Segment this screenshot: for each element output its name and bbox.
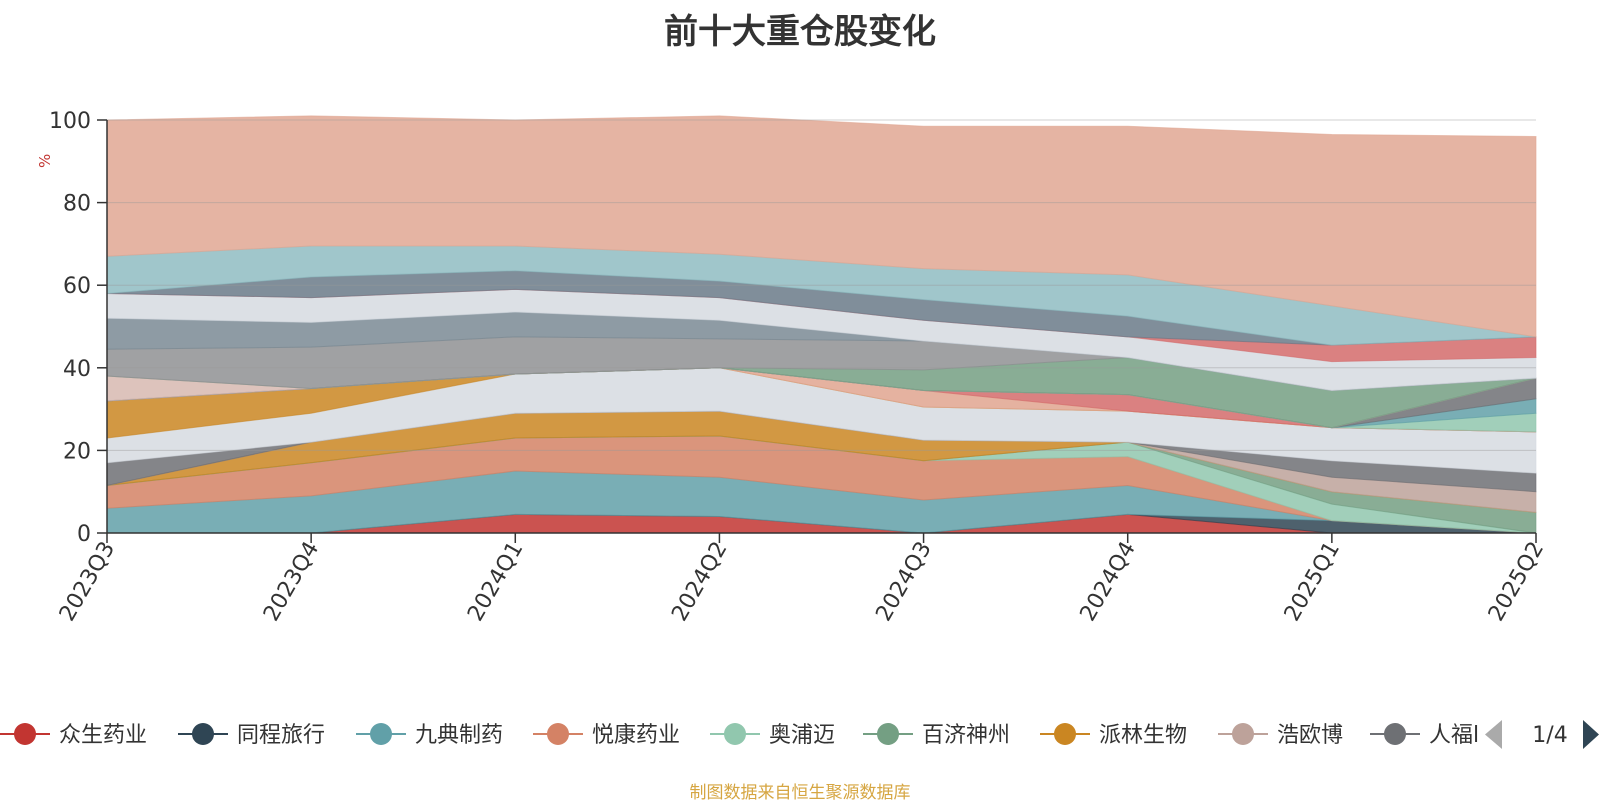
legend-prev-page-icon [1485, 720, 1502, 749]
legend-marker [192, 723, 214, 745]
legend-label: 同程旅行 [237, 723, 325, 748]
legend-item: 众生药业 [0, 723, 147, 748]
legend-marker [1054, 723, 1076, 745]
legend-marker [877, 723, 899, 745]
legend-item: 九典制药 [356, 723, 503, 748]
y-tick-label: 0 [77, 522, 91, 547]
area-series-25 [106, 115, 1537, 338]
legend-item: 奥浦迈 [710, 723, 835, 748]
chart-title: 前十大重仓股变化 [664, 12, 936, 52]
legend: 众生药业 同程旅行 九典制药 悦康药业 奥浦迈 百济神州 派林生物 浩欧博 人福l 1/4 [0, 720, 1599, 749]
legend-label: 派林生物 [1099, 723, 1187, 748]
legend-item: 悦康药业 [533, 723, 680, 748]
legend-next-page-icon [1583, 720, 1599, 749]
y-tick-label: 60 [63, 274, 91, 299]
x-tick-label: 2024Q4 [1076, 538, 1141, 626]
legend-label: 众生药业 [59, 723, 147, 748]
x-tick-label: 2024Q2 [667, 538, 732, 626]
y-tick-label: 100 [49, 109, 91, 134]
y-tick-label: 40 [63, 357, 91, 382]
legend-item: 人福l [1370, 723, 1479, 748]
legend-marker [370, 723, 392, 745]
x-tick-label: 2023Q4 [259, 538, 324, 626]
x-tick-label: 2025Q2 [1484, 538, 1549, 626]
legend-label: 浩欧博 [1277, 723, 1343, 748]
source-note: 制图数据来自恒生聚源数据库 [689, 783, 911, 803]
y-tick-label: 20 [63, 439, 91, 464]
x-tick-label: 2024Q3 [871, 538, 936, 626]
area-layer [106, 115, 1537, 534]
legend-label: 百济神州 [922, 723, 1010, 748]
legend-page-indicator: 1/4 [1532, 723, 1567, 748]
legend-item: 派林生物 [1040, 723, 1187, 748]
legend-marker [547, 723, 569, 745]
legend-item: 浩欧博 [1218, 723, 1343, 748]
legend-item: 百济神州 [863, 723, 1010, 748]
legend-marker [724, 723, 746, 745]
legend-marker [1232, 723, 1254, 745]
legend-label: 悦康药业 [592, 723, 680, 748]
legend-label: 九典制药 [415, 723, 503, 748]
legend-label: 奥浦迈 [769, 723, 835, 748]
legend-item: 同程旅行 [178, 723, 325, 748]
y-tick-label: 80 [63, 192, 91, 217]
legend-marker [1384, 723, 1406, 745]
y-axis-label: % [36, 154, 54, 168]
legend-marker [14, 723, 36, 745]
x-tick-label: 2024Q1 [463, 538, 528, 626]
grid-layer [107, 119, 1536, 451]
legend-label: 人福l [1429, 723, 1479, 748]
x-tick-label: 2025Q1 [1280, 538, 1345, 626]
x-tick-label: 2023Q3 [55, 538, 120, 626]
